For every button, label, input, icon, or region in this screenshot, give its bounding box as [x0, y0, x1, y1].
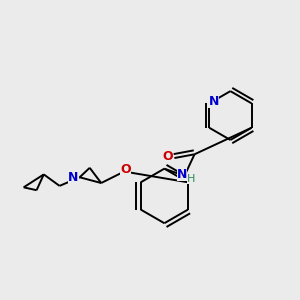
Text: N: N — [177, 169, 187, 182]
Text: O: O — [120, 163, 131, 176]
Text: H: H — [187, 174, 195, 184]
Text: N: N — [68, 171, 79, 184]
Text: O: O — [163, 150, 173, 163]
Text: N: N — [208, 94, 219, 107]
